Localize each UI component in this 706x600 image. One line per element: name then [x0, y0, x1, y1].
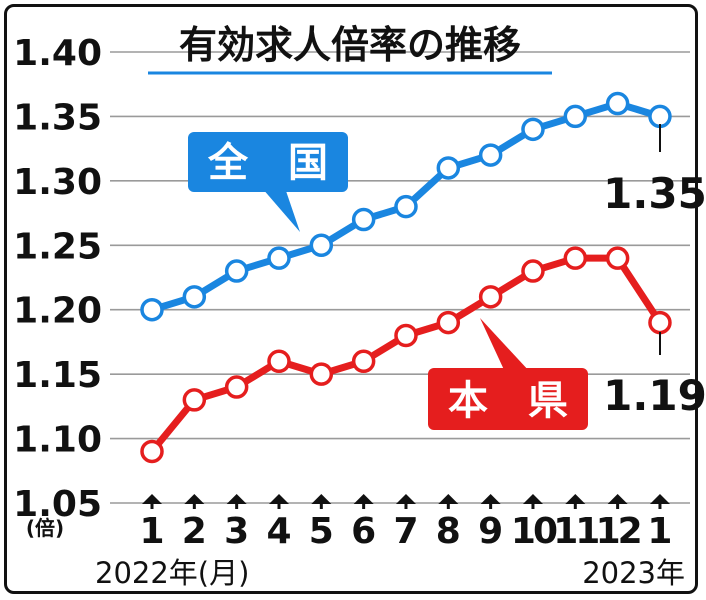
prefecture-data-point	[394, 323, 418, 348]
chart-title: 有効求人倍率の推移	[179, 23, 521, 67]
x-tick-arrow-icon	[184, 494, 205, 504]
prefecture-data-point	[267, 349, 291, 374]
national-data-point	[521, 117, 545, 142]
x-tick-arrow-icon	[607, 494, 628, 504]
y-tick-label: 1.30	[13, 162, 102, 203]
x-tick-arrow-icon	[268, 494, 289, 504]
x-tick-label: 8	[436, 511, 461, 552]
prefecture-data-point	[224, 375, 249, 399]
prefecture-end-value: 1.19	[603, 371, 706, 420]
x-tick-label: 11	[553, 511, 598, 552]
prefecture-data-point	[478, 285, 503, 309]
x-tick-arrow-icon	[353, 494, 374, 504]
national-data-point	[140, 297, 164, 322]
x-tick-label: 10	[511, 511, 557, 552]
x-tick-arrow-icon	[311, 494, 332, 504]
x-tick-label: 12	[596, 511, 640, 552]
x-tick-label: 1	[647, 511, 672, 552]
national-data-point	[605, 91, 630, 116]
x-tick-arrow-icon	[480, 494, 501, 504]
prefecture-data-point	[351, 349, 376, 374]
national-callout: 全 国	[188, 132, 348, 232]
national-data-point	[351, 207, 376, 232]
x-tick-arrow-icon	[649, 494, 670, 504]
prefecture-data-point	[563, 246, 588, 270]
x-tick-arrow-icon	[395, 494, 416, 504]
national-data-point	[309, 233, 334, 258]
prefecture-data-point	[309, 362, 334, 386]
prefecture-data-point	[140, 439, 164, 464]
x-tick-arrow-icon	[565, 494, 586, 504]
national-end-value: 1.35	[603, 169, 706, 218]
chart-frame	[4, 4, 698, 594]
x-tick-arrow-icon	[522, 494, 543, 504]
x-tick-arrow-icon	[142, 494, 162, 504]
national-data-point	[648, 104, 672, 129]
x-tick-label: 9	[478, 511, 503, 552]
x-tick-arrow-icon	[438, 494, 459, 504]
x-tick-label: 5	[309, 511, 334, 552]
prefecture-data-point	[521, 259, 545, 283]
y-tick-label: 1.20	[13, 291, 102, 332]
x-tick-label: 7	[393, 511, 418, 552]
prefecture-callout: 本 県	[428, 318, 588, 430]
prefecture-callout-label: 本 県	[448, 378, 568, 424]
prefecture-data-point	[182, 388, 207, 412]
national-data-point	[563, 104, 588, 129]
national-data-point	[436, 156, 461, 180]
x-tick-label: 4	[266, 511, 291, 552]
y-tick-label: 1.10	[13, 420, 102, 461]
prefecture-callout-box	[428, 368, 588, 430]
prefecture-data-point	[605, 246, 630, 270]
y-tick-label: 1.35	[13, 97, 102, 138]
x-end-label: 2023年	[582, 556, 685, 590]
x-tick-label: 3	[224, 511, 249, 552]
y-tick-label: 1.15	[13, 355, 102, 396]
y-tick-label: 1.05	[13, 484, 102, 525]
x-tick-label: 2	[182, 511, 207, 552]
y-tick-label: 1.25	[13, 226, 102, 267]
x-tick-label: 1	[139, 511, 164, 552]
national-data-point	[267, 246, 291, 270]
x-tick-label: 6	[351, 511, 376, 552]
x-tick-arrow-icon	[226, 494, 247, 504]
x-start-label: 2022年(月)	[95, 556, 249, 590]
national-data-point	[478, 143, 503, 167]
national-callout-box	[188, 132, 348, 192]
national-data-point	[394, 194, 418, 219]
y-unit-label: (倍)	[26, 516, 64, 540]
national-callout-label: 全 国	[207, 140, 328, 186]
y-tick-label: 1.40	[13, 33, 102, 74]
national-callout-pointer	[262, 188, 300, 232]
prefecture-data-point	[436, 310, 461, 335]
national-data-point	[182, 285, 207, 309]
national-data-point	[224, 259, 249, 283]
prefecture-data-point	[648, 310, 672, 335]
prefecture-callout-pointer	[480, 318, 530, 372]
